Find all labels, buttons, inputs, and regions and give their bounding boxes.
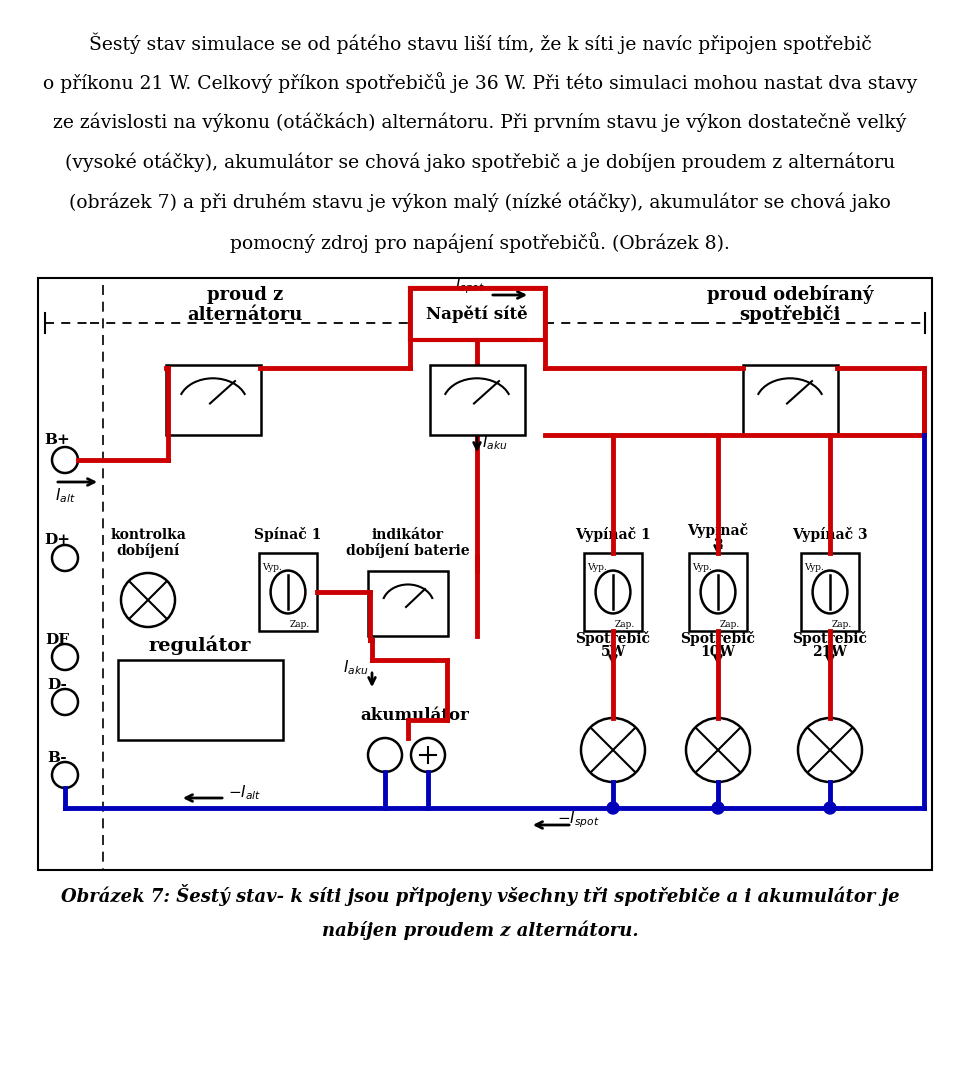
- Bar: [368, 570, 448, 635]
- Text: pomocný zdroj pro napájení spotřebičů. (Obrázek 8).: pomocný zdroj pro napájení spotřebičů. (…: [230, 232, 730, 253]
- Bar: [165, 365, 260, 435]
- Bar: [410, 288, 545, 340]
- Text: Zap.: Zap.: [290, 621, 310, 629]
- Text: Vyp.: Vyp.: [692, 563, 712, 571]
- Text: DF: DF: [45, 633, 69, 647]
- Ellipse shape: [271, 570, 305, 613]
- Circle shape: [824, 802, 836, 814]
- Text: Spínač 1: Spínač 1: [254, 528, 322, 543]
- Bar: [689, 553, 747, 631]
- Text: regulátor: regulátor: [149, 635, 252, 655]
- Bar: [118, 660, 283, 740]
- Circle shape: [411, 738, 445, 772]
- Circle shape: [581, 718, 645, 782]
- Text: nabíjen proudem z alternátoru.: nabíjen proudem z alternátoru.: [322, 921, 638, 940]
- Text: $-I_{spot}$: $-I_{spot}$: [557, 810, 599, 830]
- Text: proud odebíraný: proud odebíraný: [707, 285, 874, 304]
- Text: indikátor: indikátor: [372, 528, 444, 541]
- Circle shape: [52, 545, 78, 571]
- Text: Vypínač 1: Vypínač 1: [575, 528, 651, 543]
- Text: Obrázek 7: Šestý stav- k síti jsou připojeny všechny tři spotřebiče a i akumulát: Obrázek 7: Šestý stav- k síti jsou připo…: [60, 884, 900, 906]
- Text: D-: D-: [47, 678, 67, 692]
- Text: Spotřebič: Spotřebič: [681, 630, 756, 645]
- Text: alternátoru: alternátoru: [187, 307, 302, 324]
- Circle shape: [712, 802, 724, 814]
- Circle shape: [368, 738, 402, 772]
- Text: 5W: 5W: [600, 645, 626, 659]
- Circle shape: [798, 718, 862, 782]
- Circle shape: [52, 644, 78, 670]
- Text: 10W: 10W: [701, 645, 735, 659]
- Bar: [801, 553, 859, 631]
- Text: spotřebiči: spotřebiči: [739, 305, 841, 325]
- Text: Vypínač 3: Vypínač 3: [792, 528, 868, 543]
- Circle shape: [121, 574, 175, 627]
- Ellipse shape: [701, 570, 735, 613]
- Text: Spotřebič: Spotřebič: [575, 630, 651, 645]
- Bar: [38, 278, 932, 870]
- Text: Šestý stav simulace se od pátého stavu liší tím, že k síti je navíc připojen spo: Šestý stav simulace se od pátého stavu l…: [88, 32, 872, 53]
- Circle shape: [686, 718, 750, 782]
- Bar: [259, 553, 317, 631]
- Text: Vypínač: Vypínač: [687, 522, 749, 537]
- Text: Spotřebič: Spotřebič: [793, 630, 868, 645]
- Text: Napětí sítě: Napětí sítě: [426, 305, 528, 323]
- Text: $I_{spot}$: $I_{spot}$: [455, 276, 485, 296]
- Bar: [584, 553, 642, 631]
- Text: dobíjení baterie: dobíjení baterie: [347, 543, 469, 557]
- Circle shape: [52, 447, 78, 473]
- Text: $I_{aku}$: $I_{aku}$: [343, 659, 368, 677]
- Bar: [429, 365, 524, 435]
- Circle shape: [52, 761, 78, 788]
- Circle shape: [52, 689, 78, 714]
- Text: (obrázek 7) a při druhém stavu je výkon malý (nízké otáčky), akumulátor se chová: (obrázek 7) a při druhém stavu je výkon …: [69, 192, 891, 211]
- Text: B-: B-: [47, 751, 67, 765]
- Text: ze závislosti na výkonu (otáčkách) alternátoru. Při prvním stavu je výkon dostat: ze závislosti na výkonu (otáčkách) alter…: [54, 112, 906, 131]
- Circle shape: [607, 802, 619, 814]
- Text: Vyp.: Vyp.: [587, 563, 607, 571]
- Text: Zap.: Zap.: [720, 621, 740, 629]
- Text: Zap.: Zap.: [832, 621, 852, 629]
- Text: akumulátor: akumulátor: [361, 707, 469, 723]
- Text: 2: 2: [713, 538, 723, 552]
- Text: $-I_{alt}$: $-I_{alt}$: [228, 784, 262, 802]
- Text: (vysoké otáčky), akumulátor se chová jako spotřebič a je dobíjen proudem z alter: (vysoké otáčky), akumulátor se chová jak…: [65, 152, 895, 172]
- Text: B+: B+: [44, 433, 70, 447]
- Ellipse shape: [595, 570, 631, 613]
- Text: o příkonu 21 W. Celkový příkon spotřebičů je 36 W. Při této simulaci mohou nasta: o příkonu 21 W. Celkový příkon spotřebič…: [43, 72, 917, 93]
- Text: $I_{alt}$: $I_{alt}$: [55, 487, 76, 505]
- Bar: [742, 365, 837, 435]
- Text: dobíjení: dobíjení: [116, 543, 180, 557]
- Text: Vyp.: Vyp.: [262, 563, 282, 571]
- Text: proud z: proud z: [206, 286, 283, 304]
- Text: kontrolka: kontrolka: [110, 528, 186, 541]
- Ellipse shape: [812, 570, 848, 613]
- Text: Zap.: Zap.: [615, 621, 636, 629]
- Text: Vyp.: Vyp.: [804, 563, 824, 571]
- Text: $I_{aku}$: $I_{aku}$: [482, 434, 508, 453]
- Text: D+: D+: [44, 533, 70, 547]
- Text: 21W: 21W: [812, 645, 848, 659]
